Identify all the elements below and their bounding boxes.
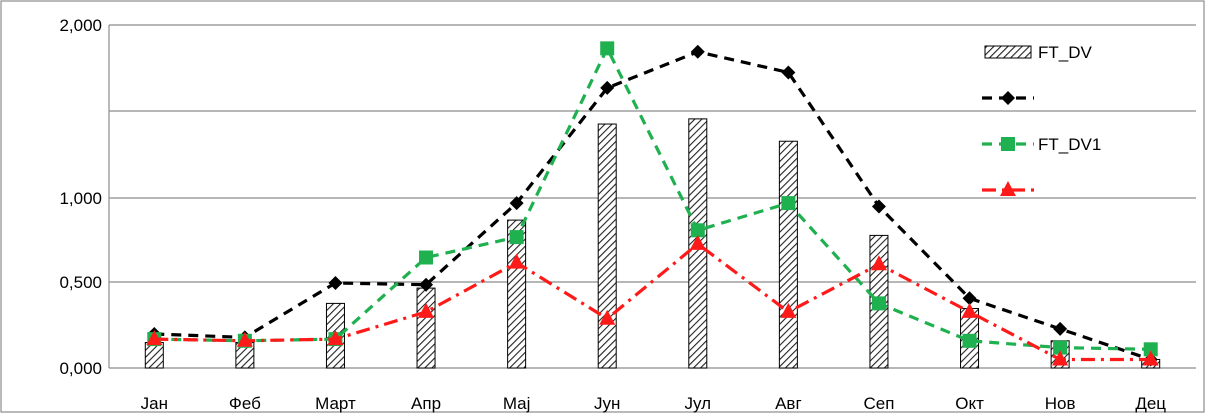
- line-marker: [509, 230, 524, 245]
- line-marker: [146, 330, 163, 346]
- x-axis-ticks: Јан Феб Март Апр Мај Јун Јул Авг Сеп Окт Нов Дец: [141, 394, 1167, 413]
- legend-item: [982, 181, 1034, 196]
- legend-swatch: [984, 45, 1032, 59]
- legend-label: FT_DV: [1038, 43, 1093, 62]
- legend: FT_DV FT_DV1: [982, 43, 1101, 196]
- legend-label: FT_DV1: [1038, 135, 1101, 154]
- line-marker: [508, 253, 525, 269]
- bar: [507, 219, 527, 369]
- line-marker: [1001, 91, 1015, 105]
- line-marker: [1053, 321, 1068, 336]
- line-marker: [690, 44, 705, 59]
- line-marker: [690, 223, 705, 238]
- series-line: [154, 241, 1151, 362]
- line-marker: [781, 196, 796, 211]
- line-marker: [781, 65, 796, 80]
- y-tick-label: 0,000: [59, 359, 102, 378]
- series-line: [154, 44, 1151, 351]
- x-tick-label: Дец: [1135, 394, 1166, 413]
- line-marker: [780, 302, 797, 318]
- line-marker: [962, 333, 977, 348]
- line-marker: [419, 250, 434, 265]
- x-tick-label: Нов: [1045, 394, 1076, 413]
- line-marker: [418, 302, 435, 318]
- line-marker: [1053, 340, 1068, 355]
- line-marker: [962, 291, 977, 306]
- x-tick-label: Авг: [775, 394, 802, 413]
- x-tick-label: Март: [315, 394, 356, 413]
- y-tick-label: 2,000: [59, 16, 102, 35]
- bar: [597, 123, 617, 369]
- line-marker: [599, 309, 616, 325]
- line-marker: [1142, 350, 1159, 366]
- line-marker: [327, 330, 344, 346]
- x-tick-label: Окт: [955, 394, 984, 413]
- line-marker: [961, 302, 978, 318]
- y-axis-ticks: 0,000 0,500 1,000 2,000: [59, 16, 102, 378]
- line-marker: [871, 199, 886, 214]
- x-tick-label: Јан: [141, 394, 168, 413]
- line-marker: [1001, 137, 1015, 151]
- line-series: [146, 41, 1159, 367]
- bar: [144, 342, 164, 369]
- gridlines: [108, 24, 1196, 369]
- x-tick-label: Апр: [411, 394, 441, 413]
- bar: [778, 140, 798, 369]
- line-marker: [1143, 342, 1158, 357]
- legend-item: FT_DV: [984, 43, 1093, 62]
- line-marker: [1052, 350, 1069, 366]
- line-marker: [600, 41, 615, 56]
- bar: [416, 287, 436, 369]
- line-series-group: [146, 234, 1159, 366]
- line-series-group: [147, 44, 1158, 367]
- line-marker: [689, 234, 706, 250]
- line-marker: [871, 296, 886, 311]
- x-tick-label: Феб: [229, 394, 261, 413]
- y-tick-label: 1,000: [59, 189, 102, 208]
- x-tick-label: Јун: [594, 394, 620, 413]
- y-tick-label: 0,500: [59, 273, 102, 292]
- line-marker: [236, 331, 253, 347]
- legend-item: [982, 91, 1034, 105]
- x-tick-label: Јул: [685, 394, 712, 413]
- line-marker: [1000, 181, 1016, 196]
- line-marker: [600, 80, 615, 95]
- x-tick-label: Мај: [503, 394, 531, 413]
- line-marker: [509, 196, 524, 211]
- x-tick-label: Сеп: [863, 394, 894, 413]
- line-marker: [870, 255, 887, 271]
- series-line: [154, 50, 1152, 362]
- line-marker: [328, 276, 343, 290]
- legend-item: FT_DV1: [982, 135, 1101, 154]
- line-marker: [419, 277, 434, 292]
